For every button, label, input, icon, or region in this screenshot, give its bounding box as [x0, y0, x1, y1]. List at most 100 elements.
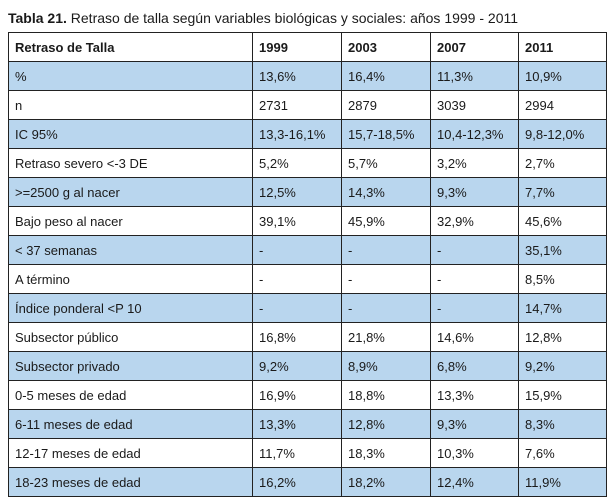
- value-cell: 3,2%: [430, 148, 519, 178]
- value-cell: -: [430, 293, 519, 323]
- value-cell: 16,4%: [341, 61, 431, 91]
- row-label-cell: Subsector público: [8, 322, 253, 352]
- row-label-cell: %: [8, 61, 253, 91]
- value-cell: -: [252, 264, 342, 294]
- value-cell: -: [341, 235, 431, 265]
- row-label-cell: < 37 semanas: [8, 235, 253, 265]
- value-cell: 7,6%: [518, 438, 607, 468]
- value-cell: 13,3%: [430, 380, 519, 410]
- value-cell: 8,5%: [518, 264, 607, 294]
- row-label-cell: >=2500 g al nacer: [8, 177, 253, 207]
- value-cell: 45,6%: [518, 206, 607, 236]
- value-cell: 21,8%: [341, 322, 431, 352]
- value-cell: 6,8%: [430, 351, 519, 381]
- row-label-cell: Retraso severo <-3 DE: [8, 148, 253, 178]
- row-label-cell: Bajo peso al nacer: [8, 206, 253, 236]
- caption-label: Tabla 21.: [8, 10, 67, 26]
- value-cell: 11,9%: [518, 467, 607, 497]
- caption-text: Retraso de talla según variables biológi…: [70, 10, 519, 26]
- value-cell: 35,1%: [518, 235, 607, 265]
- value-cell: 18,8%: [341, 380, 431, 410]
- row-label-cell: Subsector privado: [8, 351, 253, 381]
- value-cell: 12,5%: [252, 177, 342, 207]
- row-label-cell: Índice ponderal <P 10: [8, 293, 253, 323]
- table-row: n 2731 2879 3039 2994: [8, 90, 607, 120]
- value-cell: -: [430, 235, 519, 265]
- table-row: Bajo peso al nacer 39,1% 45,9% 32,9% 45,6%: [8, 206, 607, 236]
- value-cell: -: [341, 293, 431, 323]
- value-cell: 39,1%: [252, 206, 342, 236]
- table-row: Índice ponderal <P 10- - -14,7%: [8, 293, 607, 323]
- header-cell: 1999: [252, 32, 342, 62]
- table-row: 18-23 meses de edad 16,2% 18,2% 12,4% 11,9%: [8, 467, 607, 497]
- value-cell: 16,8%: [252, 322, 342, 352]
- value-cell: 11,7%: [252, 438, 342, 468]
- table-row: % 13,6% 16,4% 11,3% 10,9%: [8, 61, 607, 91]
- row-label-cell: 0-5 meses de edad: [8, 380, 253, 410]
- row-label-cell: A término: [8, 264, 253, 294]
- table-row: 6-11 meses de edad 13,3% 12,8% 9,3% 8,3%: [8, 409, 607, 439]
- value-cell: 2994: [518, 90, 607, 120]
- value-cell: 12,4%: [430, 467, 519, 497]
- value-cell: -: [341, 264, 431, 294]
- value-cell: 5,2%: [252, 148, 342, 178]
- value-cell: -: [430, 264, 519, 294]
- value-cell: -: [252, 293, 342, 323]
- value-cell: -: [252, 235, 342, 265]
- value-cell: 9,3%: [430, 177, 519, 207]
- header-row: Retraso de Talla 1999 2003 2007 2011: [8, 32, 607, 62]
- value-cell: 2879: [341, 90, 431, 120]
- value-cell: 8,9%: [341, 351, 431, 381]
- value-cell: 14,3%: [341, 177, 431, 207]
- value-cell: 16,9%: [252, 380, 342, 410]
- value-cell: 9,3%: [430, 409, 519, 439]
- header-cell: 2011: [518, 32, 607, 62]
- value-cell: 2,7%: [518, 148, 607, 178]
- value-cell: 16,2%: [252, 467, 342, 497]
- value-cell: 2731: [252, 90, 342, 120]
- value-cell: 18,2%: [341, 467, 431, 497]
- value-cell: 3039: [430, 90, 519, 120]
- value-cell: 14,6%: [430, 322, 519, 352]
- table-body: % 13,6% 16,4% 11,3% 10,9% n 2731 2879 3039 2994 IC…: [8, 61, 607, 497]
- row-label-cell: n: [8, 90, 253, 120]
- table-row: < 37 semanas - - -35,1%: [8, 235, 607, 265]
- header-cell: 2003: [341, 32, 431, 62]
- table-row: A término - - -8,5%: [8, 264, 607, 294]
- value-cell: 10,3%: [430, 438, 519, 468]
- table-row: Retraso severo <-3 DE 5,2% 5,7% 3,2% 2,7%: [8, 148, 607, 178]
- header-cell: Retraso de Talla: [8, 32, 253, 62]
- value-cell: 9,2%: [252, 351, 342, 381]
- value-cell: 9,2%: [518, 351, 607, 381]
- table-row: Subsector privado 9,2% 8,9% 6,8% 9,2%: [8, 351, 607, 381]
- value-cell: 9,8-12,0%: [518, 119, 607, 149]
- table-row: 12-17 meses de edad 11,7% 18,3% 10,3% 7,6%: [8, 438, 607, 468]
- table-row: IC 95% 13,3-16,1% 15,7-18,5% 10,4-12,3% 9,8-…: [8, 119, 607, 149]
- header-cell: 2007: [430, 32, 519, 62]
- table-caption: Tabla 21. Retraso de talla según variabl…: [8, 8, 518, 28]
- value-cell: 8,3%: [518, 409, 607, 439]
- value-cell: 12,8%: [518, 322, 607, 352]
- row-label-cell: IC 95%: [8, 119, 253, 149]
- row-label-cell: 18-23 meses de edad: [8, 467, 253, 497]
- value-cell: 10,4-12,3%: [430, 119, 519, 149]
- value-cell: 45,9%: [341, 206, 431, 236]
- value-cell: 13,3-16,1%: [252, 119, 342, 149]
- value-cell: 32,9%: [430, 206, 519, 236]
- row-label-cell: 6-11 meses de edad: [8, 409, 253, 439]
- value-cell: 15,9%: [518, 380, 607, 410]
- stunting-table: Retraso de Talla 1999 2003 2007 2011 % 13…: [8, 32, 607, 497]
- value-cell: 13,6%: [252, 61, 342, 91]
- value-cell: 5,7%: [341, 148, 431, 178]
- table-row: 0-5 meses de edad 16,9% 18,8% 13,3% 15,9%: [8, 380, 607, 410]
- value-cell: 11,3%: [430, 61, 519, 91]
- value-cell: 13,3%: [252, 409, 342, 439]
- value-cell: 14,7%: [518, 293, 607, 323]
- table-row: >=2500 g al nacer 12,5% 14,3% 9,3% 7,7%: [8, 177, 607, 207]
- value-cell: 15,7-18,5%: [341, 119, 431, 149]
- value-cell: 10,9%: [518, 61, 607, 91]
- table-row: Subsector público 16,8% 21,8% 14,6% 12,8%: [8, 322, 607, 352]
- value-cell: 7,7%: [518, 177, 607, 207]
- value-cell: 18,3%: [341, 438, 431, 468]
- row-label-cell: 12-17 meses de edad: [8, 438, 253, 468]
